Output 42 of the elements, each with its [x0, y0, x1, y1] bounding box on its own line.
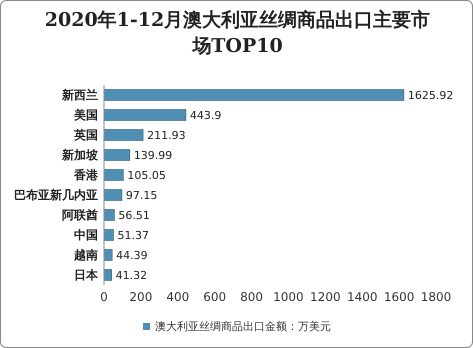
y-tick-label: 中国 [74, 228, 98, 242]
data-label: 211.93 [147, 129, 186, 142]
bar [104, 209, 115, 221]
x-tick-label: 1200 [310, 290, 341, 304]
bar [104, 129, 144, 141]
bar [104, 169, 124, 181]
x-tick-label: 1800 [420, 290, 452, 304]
x-tick-label: 600 [203, 290, 226, 304]
x-tick-label: 1000 [273, 290, 304, 304]
data-label: 51.37 [117, 229, 149, 242]
y-tick-label: 美国 [73, 108, 98, 122]
x-tick-label: 200 [129, 290, 152, 304]
y-tick-label: 新加坡 [61, 148, 99, 162]
bar [104, 89, 404, 101]
x-tick-label: 0 [100, 290, 108, 304]
x-tick-label: 1400 [346, 290, 378, 304]
y-tick-label: 英国 [73, 128, 98, 142]
y-tick-label: 阿联酋 [62, 208, 98, 222]
data-label: 139.99 [134, 149, 172, 162]
data-label: 41.32 [116, 269, 148, 282]
data-label: 97.15 [126, 189, 158, 202]
chart-title: 2020年1-12月澳大利亚丝绸商品出口主要市场TOP10 [44, 8, 432, 59]
data-label: 1625.92 [408, 89, 454, 102]
data-label: 105.05 [127, 169, 166, 182]
data-label: 443.9 [190, 109, 222, 122]
bar [104, 109, 186, 121]
x-tick-label: 1600 [384, 290, 414, 304]
x-tick-label: 400 [166, 290, 190, 304]
data-label: 44.39 [116, 249, 148, 262]
y-tick-label: 香港 [73, 168, 99, 182]
y-tick-label: 新西兰 [61, 88, 98, 102]
x-tick-label: 800 [240, 290, 264, 304]
bar [104, 149, 130, 161]
bar [104, 189, 122, 201]
bar [104, 249, 112, 261]
bar [104, 229, 114, 241]
legend-label: 澳大利亚丝绸商品出口金额：万美元 [155, 320, 331, 333]
y-tick-label: 巴布亚新几内亚 [14, 188, 98, 202]
data-label: 56.51 [118, 209, 150, 222]
y-tick-label: 越南 [73, 248, 98, 262]
y-tick-label: 日本 [74, 268, 99, 282]
bar [104, 269, 112, 281]
